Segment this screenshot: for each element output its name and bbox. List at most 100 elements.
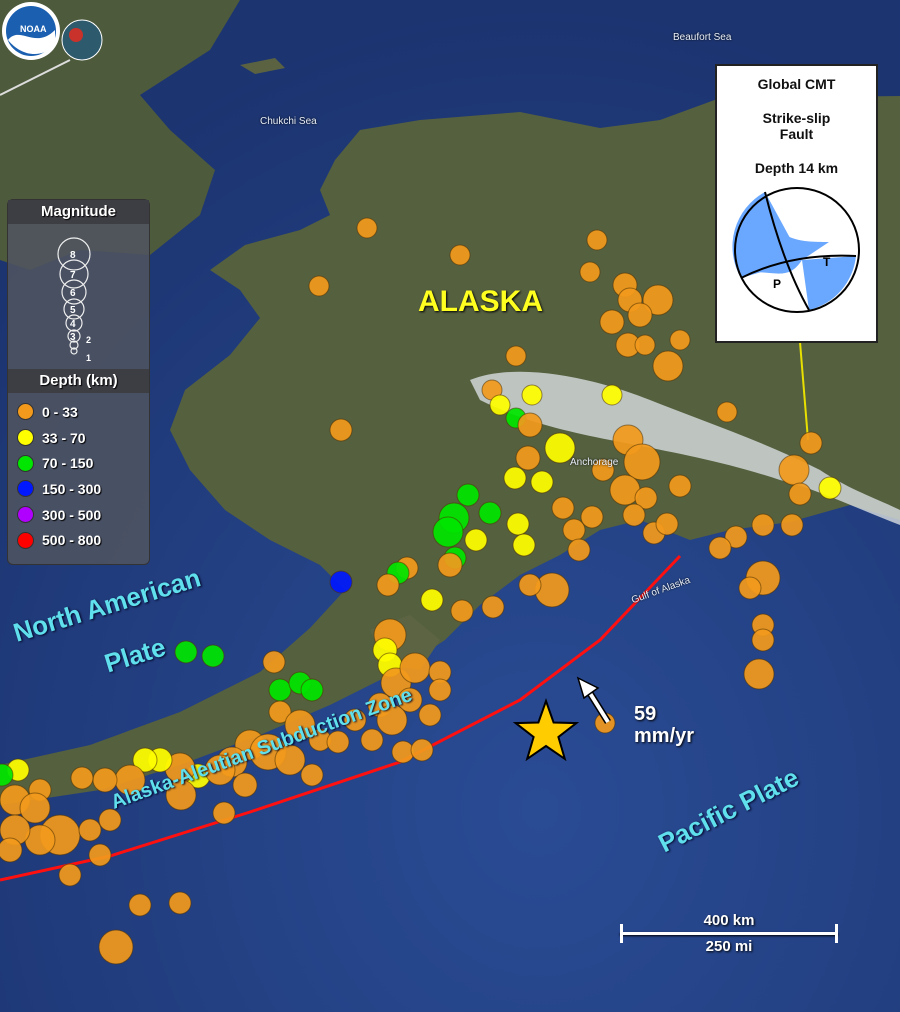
earthquake-marker[interactable] bbox=[360, 728, 384, 752]
earthquake-marker[interactable] bbox=[724, 525, 748, 549]
magnitude-label: 3 bbox=[70, 332, 76, 343]
earthquake-marker[interactable] bbox=[128, 893, 152, 917]
earthquake-marker[interactable] bbox=[738, 576, 762, 600]
earthquake-marker[interactable] bbox=[751, 628, 775, 652]
earthquake-marker[interactable] bbox=[201, 644, 225, 668]
motion-rate: 59 mm/yr bbox=[634, 703, 694, 747]
earthquake-marker[interactable] bbox=[437, 552, 463, 578]
earthquake-marker[interactable] bbox=[284, 709, 316, 741]
earthquake-marker[interactable] bbox=[98, 929, 134, 965]
earthquake-marker[interactable] bbox=[329, 418, 353, 442]
earthquake-marker[interactable] bbox=[428, 678, 452, 702]
earthquake-marker[interactable] bbox=[708, 536, 732, 560]
earthquake-marker[interactable] bbox=[204, 754, 236, 786]
earthquake-marker[interactable] bbox=[505, 345, 527, 367]
earthquake-marker[interactable] bbox=[562, 518, 586, 542]
earthquake-marker[interactable] bbox=[165, 779, 197, 811]
magnitude-circle bbox=[65, 314, 83, 332]
earthquake-marker[interactable] bbox=[518, 573, 542, 597]
earthquake-marker[interactable] bbox=[98, 808, 122, 832]
earthquake-marker[interactable] bbox=[544, 432, 576, 464]
earthquake-marker[interactable] bbox=[655, 512, 679, 536]
earthquake-marker[interactable] bbox=[601, 384, 623, 406]
depth-label: 150 - 300 bbox=[42, 480, 102, 497]
earthquake-marker[interactable] bbox=[669, 329, 691, 351]
earthquake-marker[interactable] bbox=[478, 501, 502, 525]
earthquake-marker[interactable] bbox=[652, 350, 684, 382]
earthquake-marker[interactable] bbox=[70, 766, 94, 790]
earthquake-marker[interactable] bbox=[599, 309, 625, 335]
earthquake-marker[interactable] bbox=[410, 738, 434, 762]
earthquake-marker[interactable] bbox=[456, 483, 480, 507]
earthquake-marker[interactable] bbox=[19, 792, 51, 824]
earthquake-marker[interactable] bbox=[622, 503, 646, 527]
earthquake-marker[interactable] bbox=[0, 763, 14, 787]
earthquake-marker[interactable] bbox=[512, 533, 536, 557]
earthquake-marker[interactable] bbox=[212, 801, 236, 825]
earthquake-marker[interactable] bbox=[300, 763, 324, 787]
earthquake-marker[interactable] bbox=[268, 678, 292, 702]
earthquake-marker[interactable] bbox=[376, 704, 408, 736]
earthquake-marker[interactable] bbox=[58, 863, 82, 887]
earthquake-marker[interactable] bbox=[308, 275, 330, 297]
earthquake-marker[interactable] bbox=[668, 474, 692, 498]
earthquake-marker[interactable] bbox=[489, 394, 511, 416]
earthquake-marker[interactable] bbox=[418, 703, 442, 727]
earthquake-marker[interactable] bbox=[132, 747, 158, 773]
earthquake-marker[interactable] bbox=[329, 570, 353, 594]
earthquake-marker[interactable] bbox=[92, 767, 118, 793]
earthquake-marker[interactable] bbox=[591, 458, 615, 482]
earthquake-marker[interactable] bbox=[432, 516, 464, 548]
depth-swatch-icon bbox=[17, 454, 34, 472]
earthquake-marker[interactable] bbox=[780, 513, 804, 537]
earthquake-marker[interactable] bbox=[232, 772, 258, 798]
earthquake-marker[interactable] bbox=[503, 466, 527, 490]
earthquake-marker[interactable] bbox=[799, 431, 823, 455]
earthquake-marker[interactable] bbox=[515, 445, 541, 471]
earthquake-marker[interactable] bbox=[450, 599, 474, 623]
earthquake-marker[interactable] bbox=[506, 512, 530, 536]
earthquake-marker[interactable] bbox=[343, 708, 367, 732]
earthquake-marker[interactable] bbox=[634, 334, 656, 356]
earthquake-marker[interactable] bbox=[530, 470, 554, 494]
earthquake-marker[interactable] bbox=[420, 588, 444, 612]
earthquake-marker[interactable] bbox=[397, 687, 423, 713]
earthquake-marker[interactable] bbox=[778, 454, 810, 486]
earthquake-marker[interactable] bbox=[88, 843, 112, 867]
earthquake-marker[interactable] bbox=[623, 443, 661, 481]
earthquake-marker[interactable] bbox=[818, 476, 842, 500]
earthquake-marker[interactable] bbox=[743, 658, 775, 690]
earthquake-marker[interactable] bbox=[326, 730, 350, 754]
earthquake-marker[interactable] bbox=[449, 244, 471, 266]
legend-depth-title: Depth (km) bbox=[8, 369, 149, 393]
earthquake-marker[interactable] bbox=[586, 229, 608, 251]
earthquake-marker[interactable] bbox=[521, 384, 543, 406]
earthquake-marker[interactable] bbox=[0, 837, 23, 863]
earthquake-marker[interactable] bbox=[168, 891, 192, 915]
earthquake-marker[interactable] bbox=[642, 284, 674, 316]
epicenter-star[interactable] bbox=[512, 697, 580, 762]
earthquake-marker[interactable] bbox=[174, 640, 198, 664]
earthquake-marker[interactable] bbox=[716, 401, 738, 423]
earthquake-marker[interactable] bbox=[481, 595, 505, 619]
earthquake-marker[interactable] bbox=[300, 678, 324, 702]
earthquake-marker[interactable] bbox=[551, 496, 575, 520]
earthquake-marker[interactable] bbox=[627, 302, 653, 328]
scale-line bbox=[620, 924, 838, 943]
earthquake-marker[interactable] bbox=[579, 261, 601, 283]
earthquake-marker[interactable] bbox=[262, 650, 286, 674]
earthquake-marker[interactable] bbox=[376, 573, 400, 597]
earthquake-marker[interactable] bbox=[567, 538, 591, 562]
earthquake-marker[interactable] bbox=[356, 217, 378, 239]
earthquake-marker[interactable] bbox=[751, 513, 775, 537]
earthquake-marker[interactable] bbox=[634, 486, 658, 510]
earthquake-marker[interactable] bbox=[464, 528, 488, 552]
earthquake-marker[interactable] bbox=[399, 652, 431, 684]
earthquake-marker[interactable] bbox=[78, 818, 102, 842]
cmt-panel: Global CMT Strike-slip Fault Depth 14 km… bbox=[715, 64, 878, 343]
earthquake-marker[interactable] bbox=[274, 744, 306, 776]
earthquake-marker[interactable] bbox=[517, 412, 543, 438]
earthquake-marker[interactable] bbox=[268, 700, 292, 724]
earthquake-marker[interactable] bbox=[580, 505, 604, 529]
earthquake-marker[interactable] bbox=[788, 482, 812, 506]
